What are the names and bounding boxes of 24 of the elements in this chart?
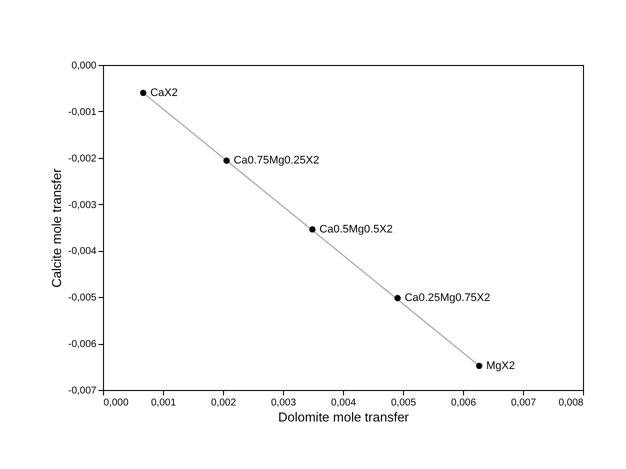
y-tick-label: -0,002	[68, 153, 97, 164]
x-axis-title: Dolomite mole transfer	[278, 410, 410, 424]
x-tick-label: 0,004	[330, 398, 356, 408]
annotation: Ca0.75Mg0.25X2	[234, 154, 320, 167]
x-tick-label: 0,005	[390, 398, 416, 408]
x-tick-label: 0,000	[104, 398, 129, 408]
y-tick-label: -0,007	[68, 386, 97, 396]
x-tick-label: 0,006	[450, 398, 476, 408]
y-tick-label: 0,000	[71, 60, 97, 72]
y-tick-label: -0,004	[68, 246, 97, 258]
y-tick-label: -0,005	[68, 292, 97, 304]
x-tick-label: 0,001	[150, 398, 176, 408]
y-axis-title: Calcite mole transfer	[49, 168, 64, 288]
x-tick-label: 0,007	[510, 398, 536, 408]
annotation: Ca0.25Mg0.75X2	[404, 292, 490, 304]
annotation: Ca0.5Mg0.5X2	[319, 223, 393, 236]
annotation: MgX2	[486, 360, 515, 372]
x-tick-label: 0,003	[270, 398, 296, 408]
y-tick-label: -0,001	[68, 106, 97, 118]
y-tick-label: -0,006	[68, 339, 97, 350]
annotation: CaX2	[150, 86, 178, 99]
y-tick-label: -0,003	[68, 200, 97, 211]
x-tick-label: 0,002	[210, 398, 236, 408]
x-tick-label: 0,008	[558, 398, 584, 408]
